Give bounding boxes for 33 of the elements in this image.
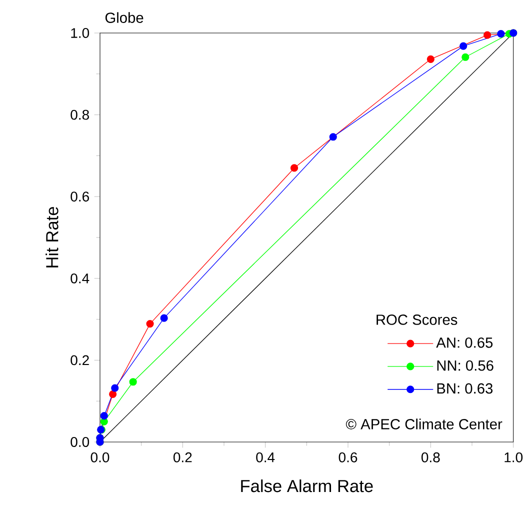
point — [290, 164, 298, 172]
point — [109, 390, 117, 398]
point — [129, 378, 137, 386]
y-tick-label: 0.6 — [70, 192, 89, 202]
point — [146, 320, 154, 328]
y-axis-title: Hit Rate — [46, 206, 58, 268]
y-tick-label: 0.2 — [70, 355, 89, 366]
x-axis-title: False Alarm Rate — [241, 479, 373, 492]
y-tick-label: 1.0 — [71, 28, 90, 38]
point — [329, 133, 337, 141]
y-tick-label: 0.0 — [70, 437, 90, 447]
chart-title: Globe — [105, 12, 144, 23]
legend-label: BN: 0.63 — [437, 383, 493, 394]
x-tick-label: 0.8 — [421, 452, 440, 462]
point — [460, 42, 468, 50]
point — [462, 53, 470, 61]
point — [100, 412, 108, 420]
x-tick-label: 0.6 — [338, 452, 358, 462]
point — [426, 55, 434, 63]
annotation: © APEC Climate Center — [346, 418, 502, 430]
legend-label: NN: 0.56 — [437, 360, 494, 371]
x-tick-label: 1.0 — [504, 452, 523, 462]
x-tick-label: 0.4 — [256, 452, 275, 462]
legend-label: AN: 0.65 — [436, 337, 493, 348]
x-tick-label: 0.2 — [173, 452, 192, 462]
x-tick-label: 0.0 — [90, 452, 110, 462]
y-tick-label: 0.8 — [70, 110, 89, 120]
legend-title: ROC Scores — [376, 314, 458, 325]
point — [160, 314, 168, 322]
point — [483, 31, 492, 39]
point — [497, 30, 505, 38]
y-tick-label: 0.4 — [70, 273, 90, 284]
point — [111, 384, 119, 392]
